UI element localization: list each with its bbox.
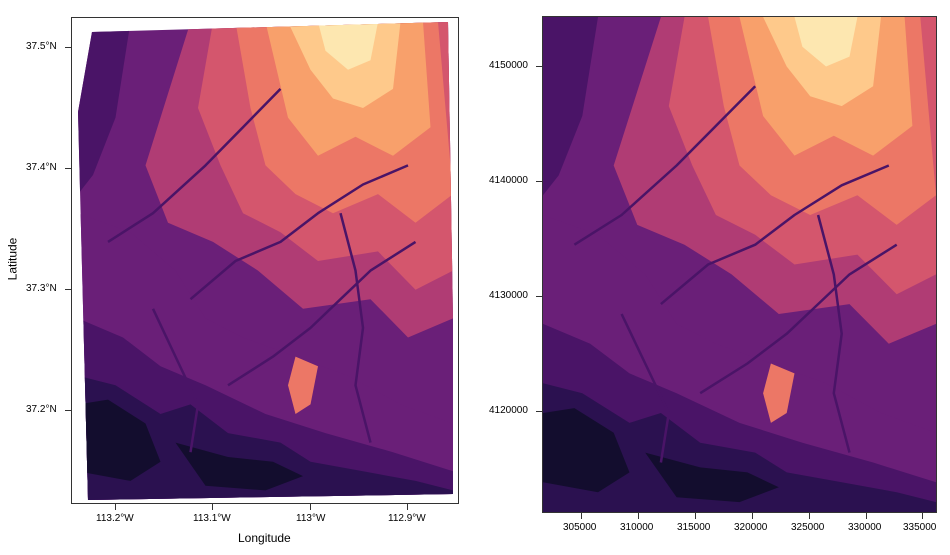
elevation-band-summit	[318, 22, 378, 70]
right-elevation-raster	[543, 17, 936, 512]
x-tick-label: 315000	[677, 522, 711, 533]
x-tick	[922, 513, 923, 519]
y-tick-label: 4130000	[489, 290, 528, 301]
x-tick	[581, 513, 582, 519]
y-tick	[65, 168, 71, 169]
y-tick-label: 4120000	[489, 405, 528, 416]
x-tick	[638, 513, 639, 519]
elevation-band-deep-basin	[78, 375, 453, 500]
x-tick	[212, 504, 213, 510]
y-tick-label: 4150000	[489, 60, 528, 71]
elevation-band-ridge	[763, 363, 795, 423]
y-tick	[65, 289, 71, 290]
x-tick	[809, 513, 810, 519]
elevation-band-ridge	[288, 356, 318, 414]
x-tick	[310, 504, 311, 510]
y-tick-label: 37.4°N	[26, 162, 57, 173]
y-tick	[536, 181, 542, 182]
y-tick-label: 37.5°N	[26, 41, 57, 52]
drainage-channel	[573, 85, 757, 246]
x-tick-label: 112.9°W	[388, 513, 426, 524]
elevation-band-summit	[794, 17, 858, 67]
y-tick	[65, 47, 71, 48]
x-tick-label: 113.1°W	[193, 513, 231, 524]
x-tick	[407, 504, 408, 510]
elevation-band-canyon-floor	[78, 399, 161, 481]
drainage-channel	[227, 240, 417, 387]
x-tick-label: 305000	[563, 522, 597, 533]
y-tick-label: 37.3°N	[26, 283, 57, 294]
x-tick	[866, 513, 867, 519]
elevation-band-west-slope	[543, 17, 598, 196]
x-axis-title: Longitude	[238, 531, 291, 545]
y-tick	[536, 66, 542, 67]
drainage-channel	[189, 164, 409, 301]
y-axis-title: Latitude	[5, 237, 20, 281]
drainage-channel	[151, 308, 200, 453]
drainage-channel	[339, 212, 372, 443]
x-tick-label: 325000	[791, 522, 825, 533]
elevation-band-canyon-floor	[645, 452, 779, 503]
elevation-band-canyon-floor	[175, 442, 303, 491]
x-tick-label: 335000	[903, 522, 937, 533]
x-tick-label: 330000	[848, 522, 882, 533]
elevation-band-west-slope	[78, 22, 131, 195]
right-map-frame	[542, 16, 937, 513]
elevation-band-deep-basin	[543, 383, 936, 512]
drainage-channel	[107, 88, 282, 243]
y-tick	[536, 411, 542, 412]
x-tick	[752, 513, 753, 519]
y-tick-label: 37.2°N	[26, 404, 57, 415]
drainage-channel	[816, 214, 851, 453]
x-tick	[115, 504, 116, 510]
left-elevation-raster	[78, 22, 453, 500]
x-tick-label: 320000	[734, 522, 768, 533]
x-tick	[695, 513, 696, 519]
x-tick-label: 113.2°W	[96, 513, 134, 524]
y-tick-label: 4140000	[489, 175, 528, 186]
y-tick	[65, 410, 71, 411]
drainage-channel	[699, 243, 898, 395]
x-tick-label: 113°W	[296, 513, 326, 524]
drainage-channel	[620, 313, 671, 463]
y-tick	[536, 296, 542, 297]
left-map-frame	[71, 17, 459, 504]
drainage-channel	[660, 164, 890, 306]
elevation-band-canyon-floor	[543, 408, 630, 493]
x-tick-label: 310000	[620, 522, 654, 533]
